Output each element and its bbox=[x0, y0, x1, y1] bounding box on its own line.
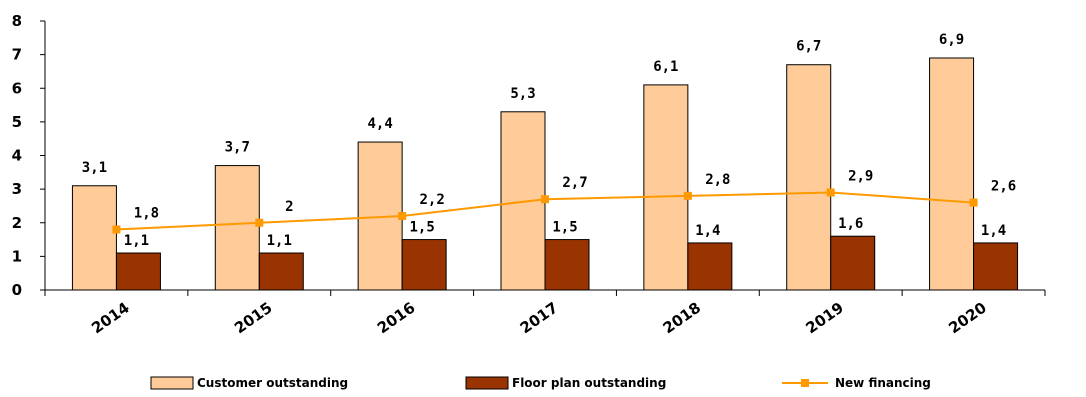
y-tick-label: 5 bbox=[12, 113, 22, 131]
data-label-floor-plan: 1,4 bbox=[695, 223, 720, 239]
y-axis: 0 1 2 3 4 5 6 7 8 bbox=[12, 12, 46, 299]
bar-customer-outstanding bbox=[929, 57, 975, 291]
data-label-new-financing: 2,8 bbox=[705, 172, 730, 188]
line-marker-new-financing bbox=[683, 191, 692, 200]
y-tick-label: 2 bbox=[12, 214, 22, 232]
data-label-new-financing: 2,2 bbox=[419, 192, 444, 208]
data-label-new-financing: 2,6 bbox=[991, 179, 1016, 195]
data-label-floor-plan: 1,6 bbox=[838, 216, 863, 232]
data-label-customer: 3,7 bbox=[225, 140, 250, 156]
x-axis: 2014 2015 2016 2017 2018 2019 2020 bbox=[44, 289, 1046, 338]
data-labels: 3,1 1,1 3,7 1,1 4,4 1,5 5,3 1,5 6,1 1,4 6,7 1,6 6,9 1… bbox=[82, 32, 1016, 249]
line-marker-new-financing bbox=[398, 212, 407, 221]
data-label-customer: 3,1 bbox=[82, 160, 107, 176]
line-marker-new-financing bbox=[255, 218, 264, 227]
line-marker-new-financing bbox=[112, 225, 121, 234]
legend-label-new-financing: New financing bbox=[835, 376, 931, 390]
bar-customer-outstanding bbox=[71, 185, 117, 291]
legend-label-customer: Customer outstanding bbox=[197, 376, 348, 390]
data-label-new-financing: 2 bbox=[285, 199, 293, 215]
x-tick-label: 2017 bbox=[517, 299, 562, 338]
data-label-floor-plan: 1,1 bbox=[124, 233, 149, 249]
legend-swatch-customer bbox=[150, 376, 194, 390]
data-label-floor-plan: 1,5 bbox=[409, 220, 434, 236]
data-label-customer: 5,3 bbox=[510, 86, 535, 102]
x-tick-label: 2016 bbox=[374, 299, 419, 338]
y-tick-label: 8 bbox=[12, 12, 22, 30]
data-label-floor-plan: 1,4 bbox=[981, 223, 1006, 239]
x-tick-label: 2020 bbox=[945, 299, 990, 338]
x-tick-label: 2018 bbox=[660, 299, 705, 338]
bar-floor-plan-outstanding bbox=[401, 239, 447, 291]
y-tick-label: 1 bbox=[12, 247, 22, 265]
data-label-customer: 6,1 bbox=[653, 59, 678, 75]
legend-label-floor-plan: Floor plan outstanding bbox=[512, 376, 666, 390]
data-label-new-financing: 1,8 bbox=[134, 205, 159, 221]
y-tick-label: 0 bbox=[12, 281, 22, 299]
y-tick-label: 6 bbox=[12, 79, 22, 97]
line-marker-new-financing bbox=[541, 195, 549, 204]
data-label-customer: 4,4 bbox=[367, 116, 392, 132]
line-series bbox=[112, 188, 978, 234]
bar-floor-plan-outstanding bbox=[687, 242, 733, 291]
x-tick-label: 2015 bbox=[231, 299, 276, 338]
bar-customer-outstanding bbox=[214, 165, 260, 291]
y-tick-label: 7 bbox=[12, 46, 22, 64]
bar-floor-plan-outstanding bbox=[115, 252, 161, 291]
y-tick-label: 4 bbox=[12, 147, 22, 165]
data-label-new-financing: 2,9 bbox=[848, 168, 873, 184]
line-marker-new-financing bbox=[826, 188, 835, 197]
bar-floor-plan-outstanding bbox=[258, 252, 304, 291]
x-tick-label: 2014 bbox=[88, 299, 133, 338]
data-label-floor-plan: 1,1 bbox=[267, 233, 292, 249]
bar-floor-plan-outstanding bbox=[973, 242, 1019, 291]
legend: Customer outstanding Floor plan outstandi… bbox=[150, 376, 931, 390]
bar-floor-plan-outstanding bbox=[830, 235, 876, 291]
legend-swatch-floor-plan bbox=[465, 376, 509, 390]
bar-floor-plan-outstanding bbox=[544, 239, 590, 291]
data-label-new-financing: 2,7 bbox=[562, 175, 587, 191]
legend-marker-new-financing bbox=[801, 379, 809, 387]
line-marker-new-financing bbox=[969, 198, 978, 207]
x-tick-label: 2019 bbox=[802, 299, 847, 338]
data-label-floor-plan: 1,5 bbox=[552, 220, 577, 236]
y-tick-label: 3 bbox=[12, 180, 22, 198]
bar-customer-outstanding bbox=[786, 64, 832, 291]
bars bbox=[71, 57, 1019, 291]
bar-customer-outstanding bbox=[643, 84, 689, 291]
data-label-customer: 6,9 bbox=[939, 32, 964, 48]
data-label-customer: 6,7 bbox=[796, 39, 821, 55]
